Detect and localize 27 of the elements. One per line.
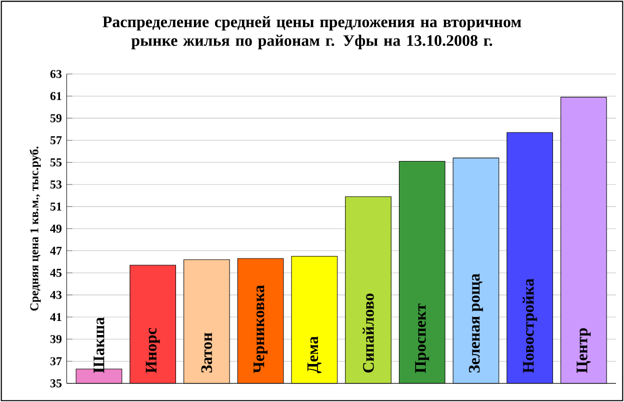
x-tick-label: Черниковка <box>254 285 268 374</box>
chart-title: Распределение средней цены предложения на вторичном рынке жилья по районам г. Уфы на 13.10.2008 г. <box>102 16 522 50</box>
y-tick-label: 45 <box>50 268 62 277</box>
y-tick-label: 41 <box>50 313 62 321</box>
y-tick-label: 57 <box>50 136 62 144</box>
y-tick-label: 53 <box>50 180 62 189</box>
x-tick-label: Сипайлово <box>362 294 374 372</box>
y-tick-label: 43 <box>50 290 62 299</box>
y-tick-label: 51 <box>50 202 62 211</box>
y-tick-label: 55 <box>50 158 62 166</box>
y-tick-label: 63 <box>50 70 62 78</box>
x-tick-label: Дема <box>307 336 322 374</box>
y-tick-label: 35 <box>50 379 62 388</box>
y-tick-label: 37 <box>50 357 62 366</box>
y-tick-label: 39 <box>50 335 62 344</box>
x-tick-label: Шакша <box>94 317 104 373</box>
y-tick-label: 59 <box>50 114 62 122</box>
x-tick-label: Зеленая роща <box>468 274 483 373</box>
y-axis-title: Средняя цена 1 кв.м., тыс.руб. <box>30 146 41 311</box>
x-tick-label: Новостройка <box>522 278 538 373</box>
y-tick-label: 61 <box>50 92 62 100</box>
x-tick-label: Затон <box>201 332 212 373</box>
x-tick-label: Инорс <box>146 328 160 373</box>
x-tick-label: Проспект <box>415 304 430 373</box>
y-tick-label: 47 <box>50 246 62 255</box>
y-tick-label: 49 <box>50 224 62 233</box>
x-tick-label: Центр <box>576 328 591 373</box>
